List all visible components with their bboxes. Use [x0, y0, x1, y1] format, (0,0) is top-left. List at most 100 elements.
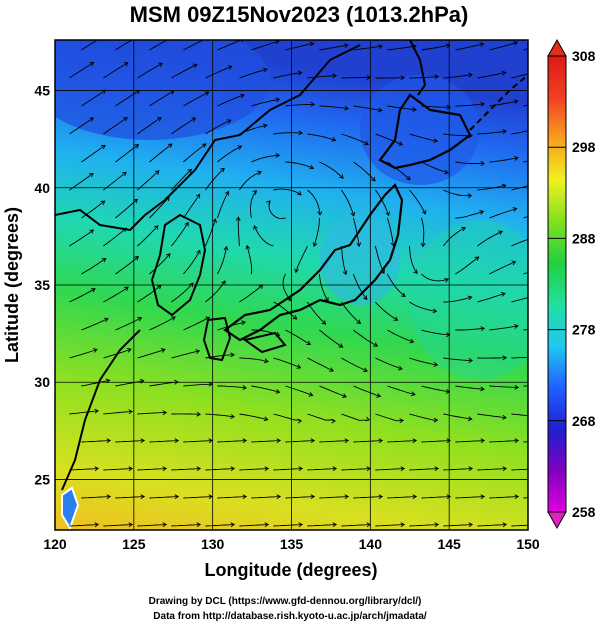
streamline: [103, 410, 133, 415]
streamline-arrowhead: [165, 253, 171, 258]
streamline-arrowhead: [342, 270, 348, 276]
streamline-arrowhead: [100, 144, 106, 150]
streamline: [205, 524, 235, 527]
streamline: [69, 288, 96, 303]
streamline: [285, 329, 311, 345]
plot-frame: [54, 39, 529, 531]
hokkaido-coastline: [378, 93, 472, 170]
streamline: [341, 76, 371, 79]
streamline-arrowhead: [245, 244, 251, 250]
streamline-arrowhead: [208, 381, 214, 387]
streamline: [420, 217, 425, 247]
streamline-arrowhead: [398, 141, 404, 146]
streamline: [421, 496, 451, 499]
colorbar-tick-label: 278: [572, 322, 596, 338]
streamline: [273, 188, 302, 196]
streamline-arrowhead: [502, 355, 508, 361]
streamline: [409, 357, 438, 366]
y-tick-label: 45: [34, 83, 50, 99]
streamline: [387, 440, 417, 443]
streamline-arrowhead: [162, 466, 168, 472]
streamline: [341, 189, 355, 217]
streamline: [171, 350, 200, 359]
streamline: [282, 273, 291, 301]
colorbar-tick-label: 288: [572, 230, 596, 246]
streamline-arrowhead: [195, 193, 201, 199]
streamline-arrowhead: [171, 36, 175, 40]
streamline-arrowhead: [445, 43, 451, 49]
streamline-arrowhead: [511, 260, 517, 266]
streamline: [237, 217, 240, 247]
streamline-arrowhead: [157, 117, 162, 122]
streamline: [171, 63, 198, 79]
streamline: [443, 133, 473, 137]
streamline: [319, 44, 348, 51]
streamline-arrowhead: [332, 466, 338, 472]
streamline: [183, 440, 213, 443]
streamline-arrowhead: [400, 466, 406, 472]
streamline-arrowhead: [298, 130, 304, 136]
streamline-arrowhead: [294, 268, 299, 274]
streamline-arrowhead: [192, 63, 198, 69]
streamline-arrowhead: [196, 522, 202, 528]
streamline: [307, 75, 337, 79]
x-tick-label: 150: [516, 536, 540, 552]
streamline-arrowhead: [356, 242, 362, 248]
streamline: [171, 524, 201, 527]
streamline-arrowhead: [537, 355, 541, 359]
streamline: [511, 130, 528, 135]
streamline: [443, 524, 473, 527]
streamline-arrowhead: [242, 385, 247, 391]
streamline: [183, 91, 209, 107]
streamline-arrowhead: [446, 104, 452, 110]
streamline: [319, 440, 349, 443]
streamline-arrowhead: [208, 494, 214, 500]
streamline: [171, 168, 192, 191]
streamline-arrowhead: [275, 388, 281, 394]
streamline: [251, 496, 281, 499]
streamline-arrowhead: [223, 245, 229, 251]
x-tick-label: 125: [122, 536, 146, 552]
streamline-arrowhead: [266, 200, 271, 205]
streamline: [239, 68, 267, 79]
streamline: [81, 440, 111, 443]
streamline-arrowhead: [501, 70, 507, 76]
streamline-arrowhead: [230, 352, 235, 358]
streamline: [81, 89, 106, 107]
streamline-arrowhead: [479, 42, 485, 47]
streamline: [341, 468, 371, 471]
streamline-arrowhead: [196, 411, 202, 417]
streamline: [205, 119, 231, 135]
streamline-arrowhead: [140, 438, 146, 444]
streamline-arrowhead: [474, 256, 480, 261]
colorbar-top-arrow: [547, 38, 567, 57]
streamline-arrowhead: [445, 388, 451, 394]
colorbar-tick-label: 258: [572, 504, 596, 520]
streamline: [204, 218, 217, 247]
map-title: MSM 09Z15Nov2023 (1013.2hPa): [130, 2, 469, 27]
streamline: [307, 301, 326, 325]
streamline-arrowhead: [122, 227, 127, 233]
streamline-arrowhead: [310, 101, 316, 107]
streamline: [149, 90, 175, 107]
streamline: [69, 410, 99, 415]
streamline: [81, 40, 98, 51]
streamline-arrowhead: [153, 225, 159, 230]
streamline: [246, 245, 253, 275]
streamline: [217, 94, 245, 107]
streamline-arrowhead: [276, 438, 282, 444]
streamline-arrowhead: [240, 93, 245, 99]
streamline: [171, 282, 194, 303]
streamline-arrowhead: [365, 416, 370, 422]
streamline: [319, 105, 349, 110]
streamline-arrowhead: [154, 170, 160, 175]
streamline: [217, 145, 242, 163]
streamline: [137, 285, 162, 303]
streamline-arrowhead: [124, 286, 129, 292]
streamline-arrowhead: [201, 143, 207, 148]
streamline-arrowhead: [514, 494, 520, 500]
streamline-arrowhead: [371, 176, 376, 182]
streamline-arrowhead: [434, 74, 440, 80]
streamline-arrowhead: [480, 494, 486, 500]
